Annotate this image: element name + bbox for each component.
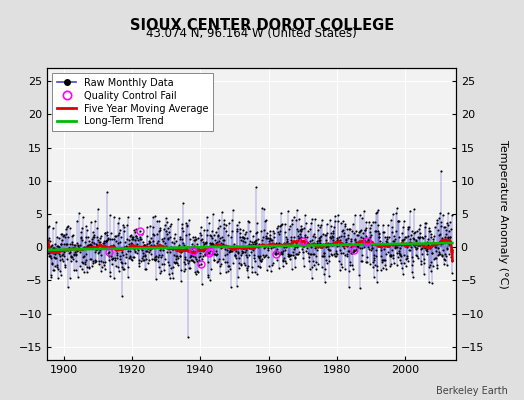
Raw Monthly Data [44, 240, 50, 244]
Five Year Moving Average [345, 243, 352, 248]
Five Year Moving Average [194, 248, 201, 253]
Raw Monthly Data [341, 234, 347, 239]
Quality Control Fail [198, 262, 204, 266]
Quality Control Fail [364, 239, 370, 244]
Quality Control Fail [351, 248, 357, 253]
Quality Control Fail [106, 250, 112, 254]
Five Year Moving Average [137, 245, 144, 250]
Quality Control Fail [137, 229, 143, 234]
Y-axis label: Temperature Anomaly (°C): Temperature Anomaly (°C) [498, 140, 508, 288]
Title: 43.074 N, 96.164 W (United States): 43.074 N, 96.164 W (United States) [146, 28, 357, 40]
Quality Control Fail [300, 239, 306, 244]
Quality Control Fail [205, 250, 212, 255]
Five Year Moving Average [450, 258, 456, 263]
Five Year Moving Average [341, 243, 347, 248]
Five Year Moving Average [138, 244, 145, 249]
Quality Control Fail [190, 249, 196, 254]
Raw Monthly Data [138, 245, 145, 250]
Five Year Moving Average [423, 244, 429, 249]
Quality Control Fail [207, 248, 213, 253]
Raw Monthly Data [346, 227, 352, 232]
Long-Term Trend [345, 242, 352, 247]
Raw Monthly Data [438, 168, 444, 173]
Raw Monthly Data [195, 270, 201, 274]
Raw Monthly Data [423, 248, 430, 252]
Line: Five Year Moving Average: Five Year Moving Average [47, 239, 453, 261]
Quality Control Fail [273, 251, 279, 256]
Long-Term Trend [44, 248, 50, 252]
Long-Term Trend [450, 241, 456, 246]
Legend: Raw Monthly Data, Quality Control Fail, Five Year Moving Average, Long-Term Tren: Raw Monthly Data, Quality Control Fail, … [52, 73, 213, 131]
Raw Monthly Data [137, 237, 144, 242]
Line: Long-Term Trend: Long-Term Trend [47, 243, 453, 250]
Text: Berkeley Earth: Berkeley Earth [436, 386, 508, 396]
Raw Monthly Data [184, 334, 191, 339]
Five Year Moving Average [442, 237, 449, 242]
Text: SIOUX CENTER DOROT COLLEGE: SIOUX CENTER DOROT COLLEGE [130, 18, 394, 33]
Raw Monthly Data [450, 258, 456, 263]
Long-Term Trend [138, 246, 145, 251]
Long-Term Trend [194, 245, 201, 250]
Line: Quality Control Fail: Quality Control Fail [105, 228, 370, 268]
Line: Raw Monthly Data: Raw Monthly Data [46, 170, 453, 338]
Long-Term Trend [423, 241, 429, 246]
Five Year Moving Average [44, 240, 50, 244]
Long-Term Trend [137, 246, 144, 251]
Long-Term Trend [341, 242, 347, 247]
